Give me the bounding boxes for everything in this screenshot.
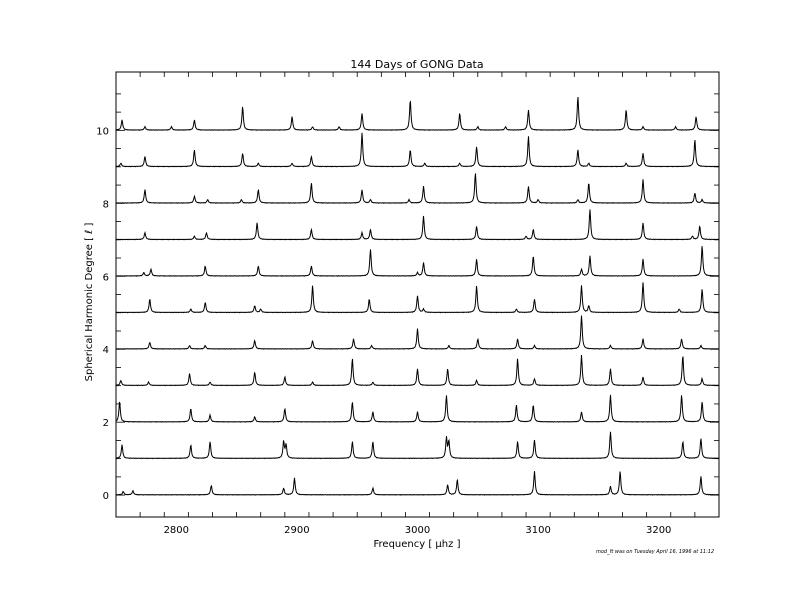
spectrum-trace-l0 [115, 471, 720, 496]
y-tick-label: 4 [103, 345, 109, 356]
footnote: mod_ft was on Tuesday April 16, 1996 at … [596, 549, 715, 555]
tick-labels: 2800 2900 3000 3100 3200 0 2 4 6 8 10 [96, 126, 671, 536]
x-tick-label: 3000 [405, 525, 430, 536]
spectrum-trace-l3 [115, 354, 720, 387]
x-tick-label: 2800 [164, 525, 189, 536]
y-tick-label: 0 [103, 491, 109, 502]
spectrum-trace-l4 [115, 315, 720, 350]
x-tick-label: 2900 [284, 525, 309, 536]
spectrum-trace-l9 [115, 132, 720, 168]
x-tick-label: 3200 [646, 525, 671, 536]
y-axis-label: Spherical Harmonic Degree [ ℓ ] [84, 223, 95, 382]
spectrum-trace-l6 [115, 246, 720, 277]
spectrum-trace-l5 [115, 282, 720, 314]
y-tick-label: 8 [103, 199, 109, 210]
spectrum-trace-l8 [115, 173, 720, 204]
x-tick-label: 3100 [525, 525, 550, 536]
x-axis-label: Frequency [ μhz ] [374, 539, 461, 550]
y-tick-label: 2 [103, 418, 109, 429]
axes [115, 71, 720, 518]
spectrum-trace-l1 [115, 431, 720, 460]
spectrum-trace-l7 [115, 209, 719, 241]
y-tick-label: 6 [103, 272, 109, 283]
plot-frame [115, 71, 720, 518]
chart-title: 144 Days of GONG Data [350, 58, 483, 71]
spectrum-trace-l2 [115, 394, 720, 423]
spectra [115, 96, 720, 496]
spectrum-trace-l10 [115, 96, 720, 131]
y-tick-label: 10 [96, 126, 109, 137]
